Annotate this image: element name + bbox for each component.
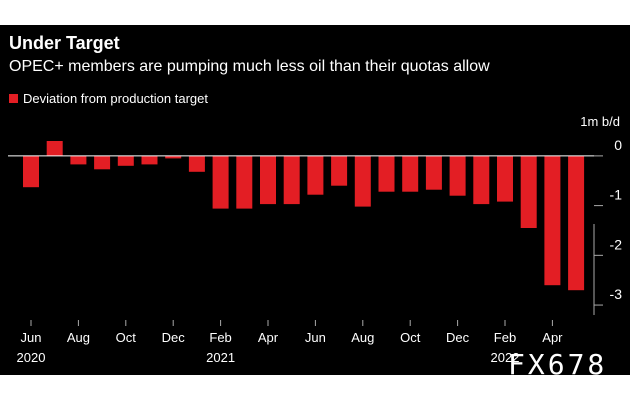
legend: Deviation from production target xyxy=(9,91,208,106)
x-year-label: 2020 xyxy=(17,350,46,365)
y-tick-label: 0 xyxy=(614,137,622,153)
x-tick-label: Oct xyxy=(400,330,421,345)
bar-2022-03 xyxy=(544,155,561,286)
y-tick-label: -3 xyxy=(610,286,623,302)
y-tick-label: -1 xyxy=(610,187,623,203)
x-tick-label: Dec xyxy=(162,330,186,345)
bar-2021-07 xyxy=(354,155,371,207)
watermark: FX678 xyxy=(508,348,608,381)
bar-2021-06 xyxy=(331,155,348,186)
bar-chart: 0 -1 -2 -3 Jun 2020 Aug Oct Dec Feb 2021 Apr Jun Aug O… xyxy=(8,137,623,365)
bar-2021-01 xyxy=(212,155,229,209)
bar-2022-02 xyxy=(520,155,537,228)
bar-2021-08 xyxy=(378,155,395,192)
bar-2021-10 xyxy=(425,155,442,190)
bar-2020-06 xyxy=(46,141,63,156)
bar-2020-12 xyxy=(188,155,205,172)
x-tick-label: Oct xyxy=(116,330,137,345)
bar-2020-07 xyxy=(70,155,87,165)
x-tick-label: Dec xyxy=(446,330,470,345)
x-tick-label: Feb xyxy=(494,330,516,345)
chart-panel: Under Target OPEC+ members are pumping m… xyxy=(0,25,630,375)
y-axis-unit: 1m b/d xyxy=(580,114,620,129)
x-tick-label: Feb xyxy=(209,330,231,345)
legend-swatch xyxy=(9,94,18,103)
x-tick-label: Aug xyxy=(351,330,374,345)
legend-label: Deviation from production target xyxy=(23,91,208,106)
x-tick-label: Apr xyxy=(542,330,563,345)
x-year-label: 2021 xyxy=(206,350,235,365)
bar-2021-09 xyxy=(402,155,419,192)
bar-2020-10 xyxy=(141,155,158,165)
bar-2021-12 xyxy=(473,155,490,205)
x-year-label: 2022 xyxy=(491,350,520,365)
bar-2021-02 xyxy=(236,155,253,209)
y-tick-label: -2 xyxy=(610,236,623,252)
chart-subtitle: OPEC+ members are pumping much less oil … xyxy=(9,58,490,75)
chart-title: Under Target xyxy=(9,33,120,53)
x-tick-label: Aug xyxy=(67,330,90,345)
bar-2022-04 xyxy=(568,155,585,291)
bar-2022-01 xyxy=(497,155,513,202)
x-tick-label: Apr xyxy=(258,330,279,345)
x-tick-label: Jun xyxy=(21,330,42,345)
x-tick-label: Jun xyxy=(305,330,326,345)
bar-2020-11 xyxy=(165,155,182,159)
bar-2021-04 xyxy=(283,155,300,205)
bar-2020-05 xyxy=(23,155,39,188)
bar-2021-11 xyxy=(449,155,466,196)
bar-2020-09 xyxy=(117,155,134,166)
bar-2020-08 xyxy=(94,155,111,170)
bar-2021-05 xyxy=(307,155,324,195)
bar-2021-03 xyxy=(260,155,276,205)
